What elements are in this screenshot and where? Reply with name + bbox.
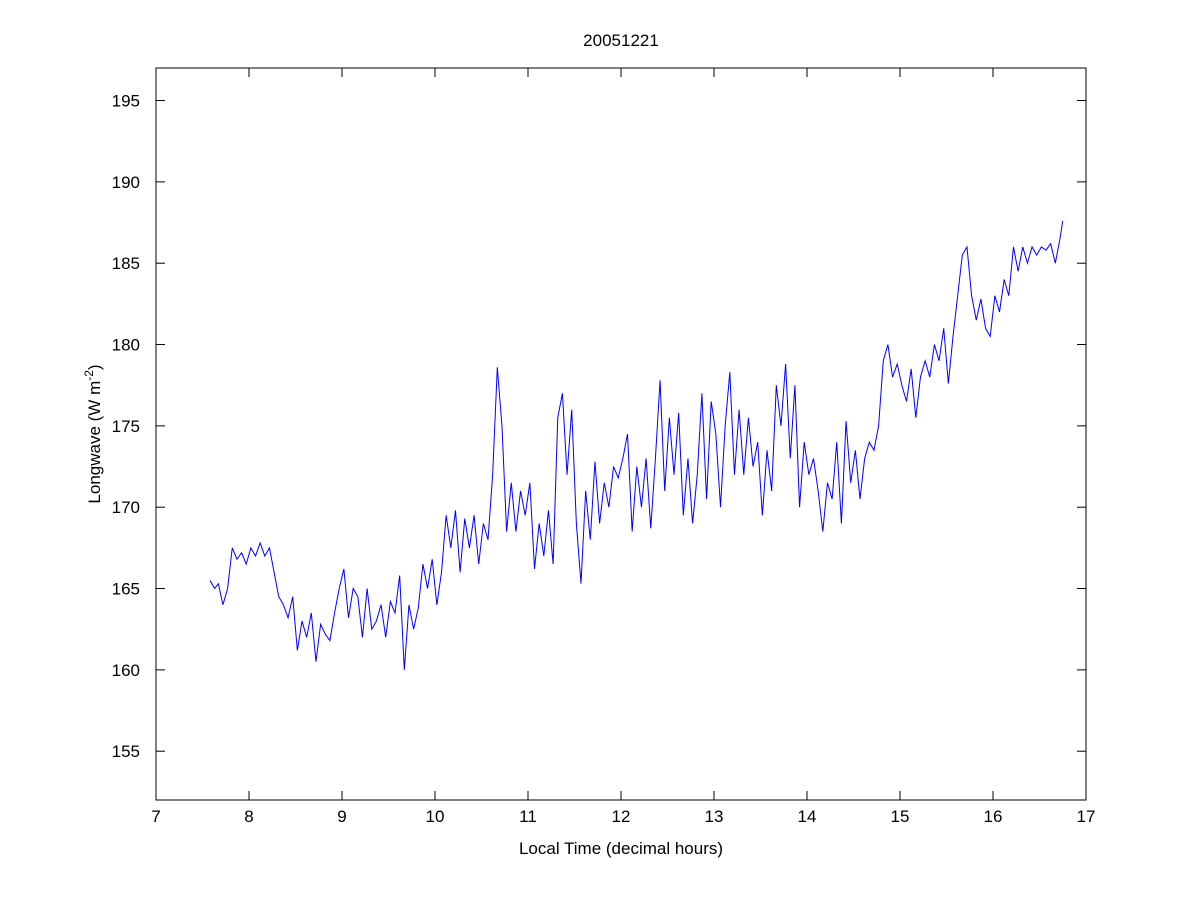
x-tick-label: 15 (891, 807, 910, 826)
x-tick-label: 13 (705, 807, 724, 826)
y-axis-label: Longwave (W m-2) (82, 364, 104, 503)
y-tick-label: 175 (112, 417, 140, 436)
y-tick-label: 165 (112, 580, 140, 599)
y-tick-label: 185 (112, 254, 140, 273)
y-tick-label: 195 (112, 92, 140, 111)
x-tick-label: 14 (798, 807, 817, 826)
x-tick-label: 12 (612, 807, 631, 826)
x-tick-label: 17 (1077, 807, 1096, 826)
x-tick-label: 11 (519, 807, 537, 826)
y-tick-label: 180 (112, 336, 140, 355)
y-label-close: ) (85, 364, 104, 370)
x-axis-label: Local Time (decimal hours) (519, 839, 723, 858)
y-label-superscript: -2 (82, 370, 96, 381)
chart-title: 20051221 (583, 31, 659, 50)
x-tick-label: 10 (426, 807, 445, 826)
data-line (209, 220, 1064, 670)
x-tick-label: 9 (337, 807, 346, 826)
x-tick-label: 16 (984, 807, 1003, 826)
y-label-base: Longwave (W m (85, 381, 104, 504)
y-tick-label: 190 (112, 173, 140, 192)
y-tick-label: 160 (112, 661, 140, 680)
y-tick-label: 155 (112, 742, 140, 761)
x-tick-label: 7 (151, 807, 160, 826)
x-tick-label: 8 (244, 807, 253, 826)
y-tick-label: 170 (112, 498, 140, 517)
